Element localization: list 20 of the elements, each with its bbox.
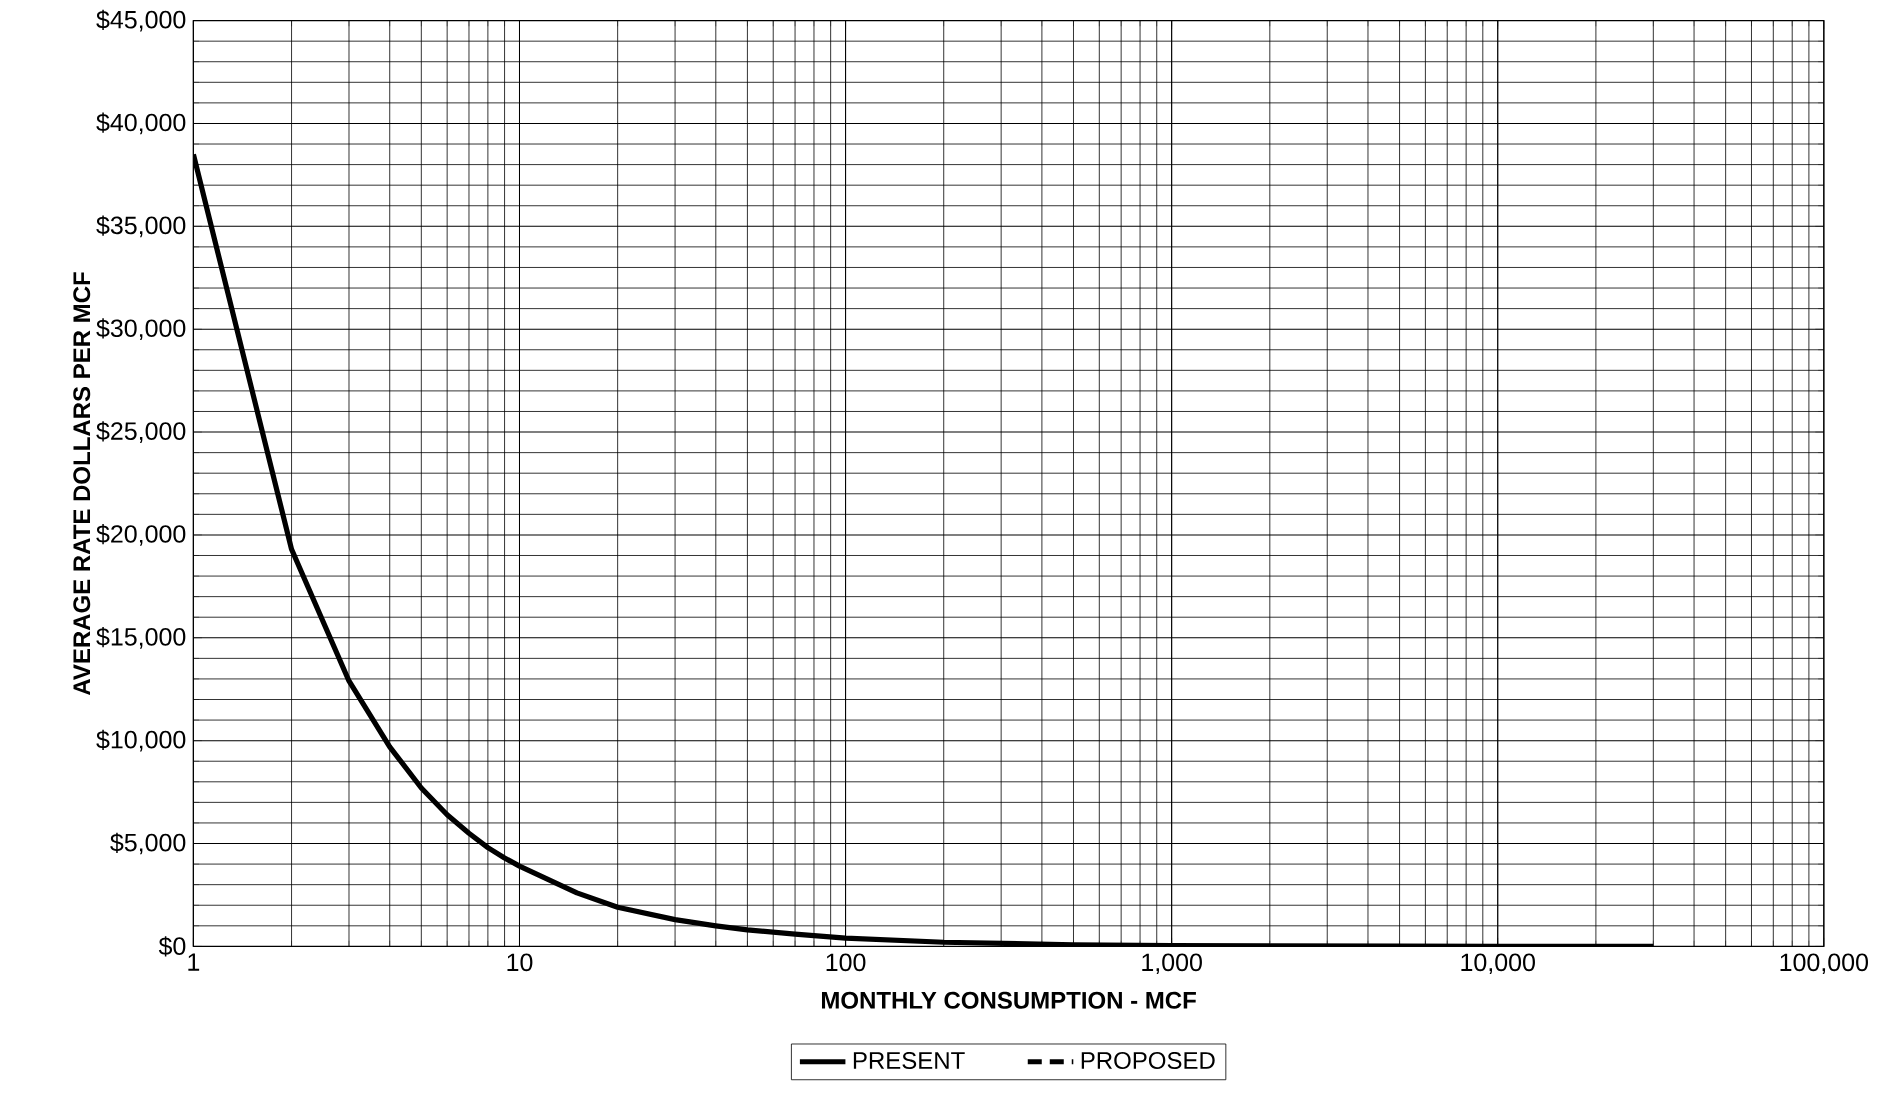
y-tick-label: $5,000 [110,832,186,855]
x-tick-label: 10,000 [1461,953,1535,975]
y-tick-label: $10,000 [96,729,186,752]
x-axis-title: MONTHLY CONSUMPTION - MCF [821,991,1196,1009]
x-tick-label: 10 [507,953,533,972]
legend-label: PROPOSED [1081,1052,1215,1069]
y-tick-label: $20,000 [96,524,186,546]
x-tick-label: 1,000 [1142,953,1202,975]
y-tick-label: $0 [158,936,186,957]
legend-label: PRESENT [853,1052,965,1069]
y-axis-title: AVERAGE RATE DOLLARS PER MCF [73,272,91,696]
y-tick-label: $30,000 [96,318,186,341]
y-tick-label: $25,000 [96,421,186,443]
x-tick-label: 100,000 [1780,953,1868,975]
y-tick-label: $40,000 [96,112,186,135]
x-tick-label: 100 [826,953,866,972]
y-tick-label: $45,000 [96,9,186,32]
y-tick-label: $15,000 [96,626,186,649]
x-tick-label: 1 [188,953,200,971]
y-tick-label: $35,000 [96,215,186,238]
